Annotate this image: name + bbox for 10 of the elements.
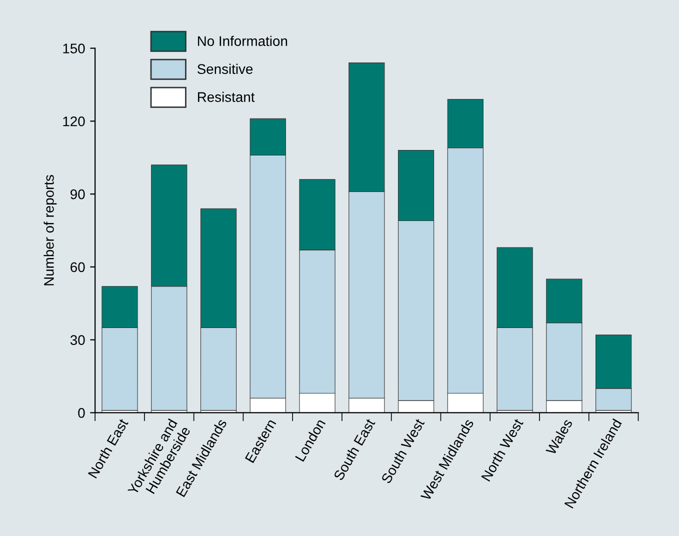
y-axis-title: Number of reports bbox=[44, 175, 57, 286]
y-tick-label: 30 bbox=[70, 335, 85, 345]
y-tick-label: 90 bbox=[70, 189, 85, 200]
legend-label: No Information bbox=[198, 36, 288, 46]
y-tick-label: 0 bbox=[78, 408, 85, 418]
y-tick-label: 120 bbox=[63, 116, 85, 126]
y-tick-label: 60 bbox=[70, 262, 85, 272]
y-tick-label: 150 bbox=[63, 44, 85, 54]
legend-label: Resistant bbox=[198, 92, 255, 102]
legend-label: Sensitive bbox=[197, 64, 253, 74]
